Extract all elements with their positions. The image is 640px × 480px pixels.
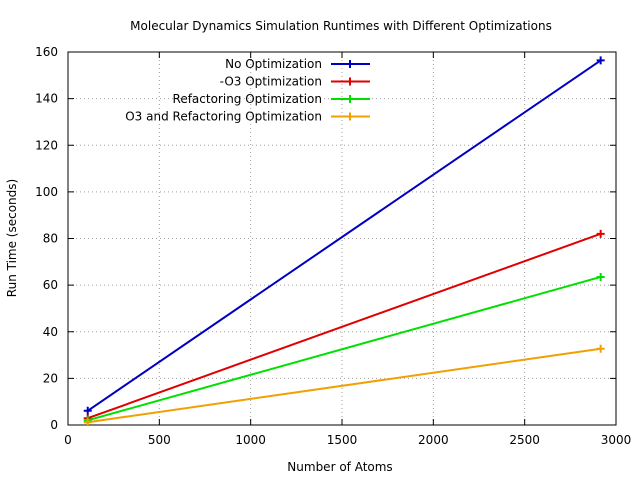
x-tick-label: 2500	[509, 433, 540, 447]
data-point	[83, 406, 92, 415]
legend-label: O3 and Refactoring Optimization	[125, 110, 322, 124]
series-line	[87, 59, 602, 412]
data-point	[83, 418, 92, 427]
y-axis-label: Run Time (seconds)	[5, 179, 19, 297]
x-tick-label: 2000	[418, 433, 449, 447]
series-line	[87, 347, 601, 424]
x-tick-label: 500	[148, 433, 171, 447]
y-tick-label: 120	[35, 138, 58, 152]
series-line	[87, 276, 601, 422]
legend-label: -O3 Optimization	[220, 75, 322, 89]
legend: No Optimization -O3 Optimization Refactori…	[125, 57, 370, 124]
axis-ticks: 0 500 1000 1500 2000 2500 3000 0 20 40 60 80 100 120 1…	[35, 45, 631, 447]
y-tick-label: 0	[50, 418, 58, 432]
chart-title: Molecular Dynamics Simulation Runtimes w…	[130, 19, 552, 33]
x-axis-label: Number of Atoms	[287, 460, 392, 474]
y-tick-label: 80	[43, 232, 58, 246]
legend-marker	[346, 77, 354, 86]
data-point	[596, 56, 605, 65]
legend-label: Refactoring Optimization	[173, 92, 322, 106]
series-group	[83, 56, 605, 427]
legend-marker	[346, 95, 354, 103]
legend-marker	[346, 112, 354, 121]
data-point	[596, 344, 605, 353]
y-tick-label: 100	[35, 185, 58, 199]
legend-marker	[346, 60, 354, 68]
grid	[68, 52, 616, 425]
y-tick-label: 60	[43, 278, 58, 292]
y-tick-label: 40	[43, 325, 58, 339]
y-tick-label: 140	[35, 92, 58, 106]
x-tick-label: 0	[64, 433, 72, 447]
y-tick-label: 160	[35, 45, 58, 59]
x-tick-label: 1500	[327, 433, 358, 447]
legend-label: No Optimization	[225, 57, 322, 71]
data-point	[596, 229, 605, 238]
series-line	[87, 232, 601, 420]
data-point	[596, 272, 605, 281]
y-tick-label: 20	[43, 371, 58, 385]
x-tick-label: 3000	[601, 433, 632, 447]
x-tick-label: 1000	[235, 433, 266, 447]
